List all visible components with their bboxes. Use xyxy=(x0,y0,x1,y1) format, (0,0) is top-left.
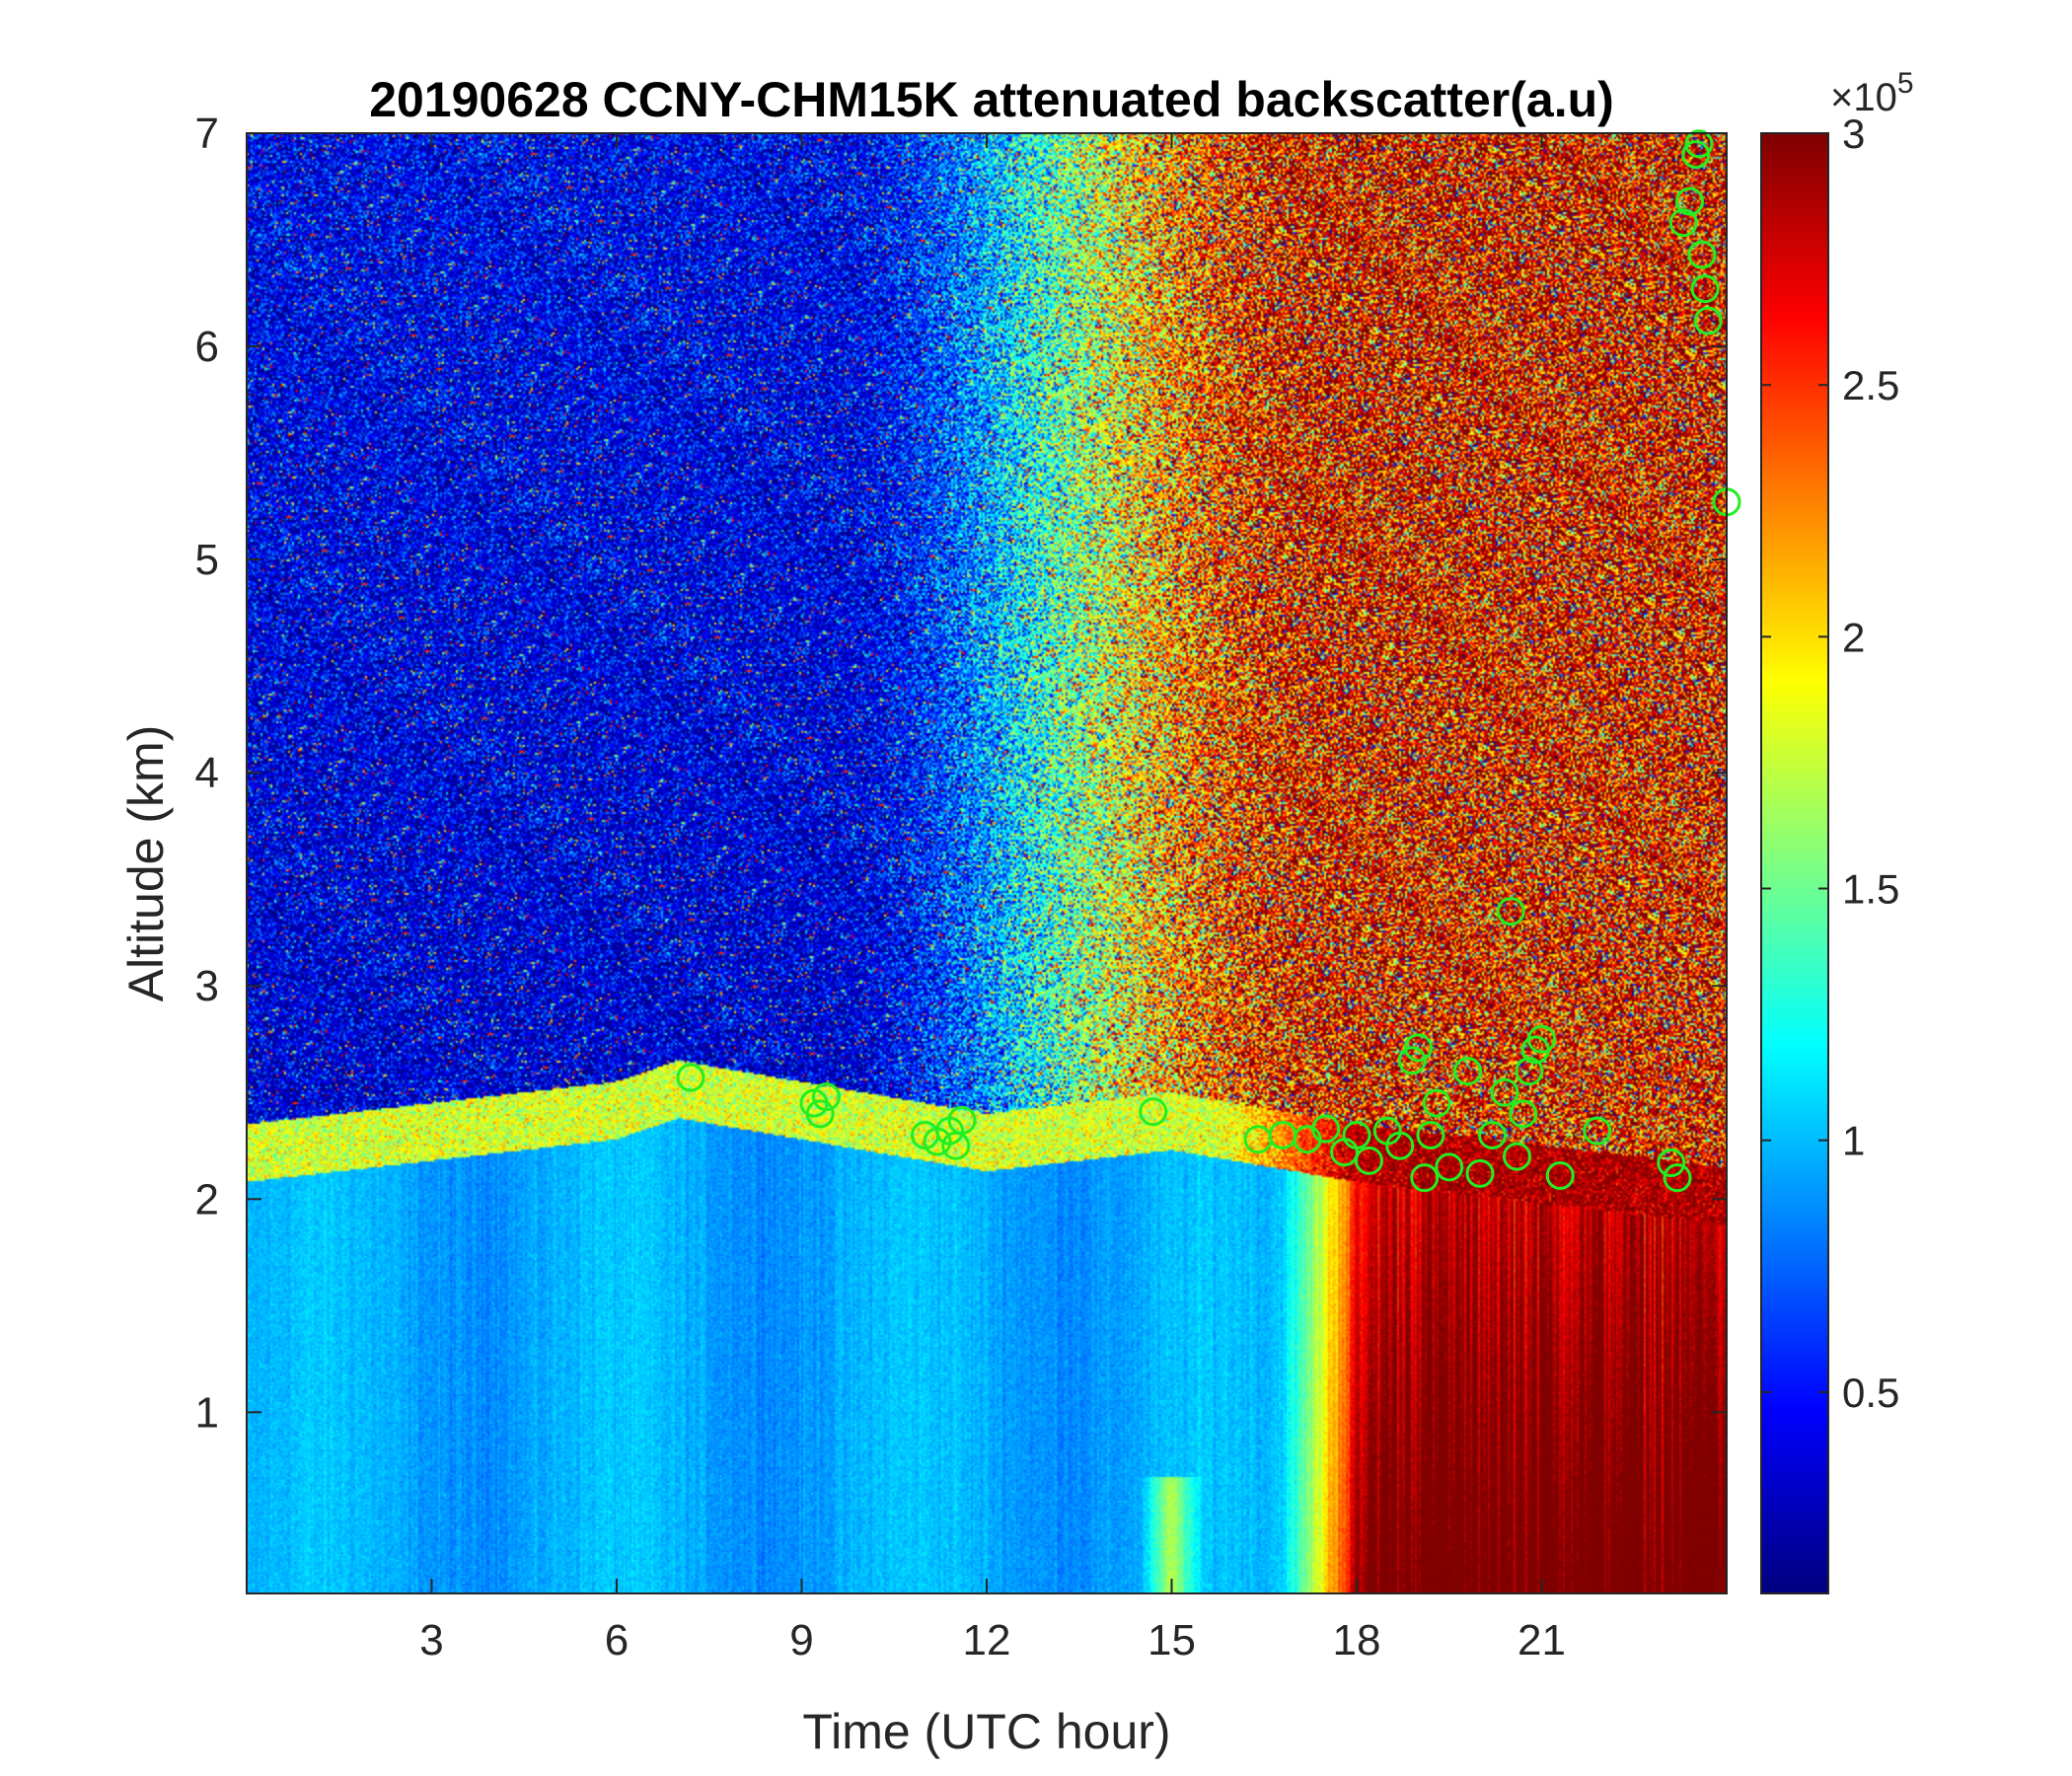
cloud-base-marker xyxy=(1681,140,1711,170)
cloud-base-marker xyxy=(1139,1097,1168,1127)
cloud-base-marker xyxy=(1453,1057,1482,1086)
cloud-base-marker xyxy=(1545,1161,1575,1191)
cloud-base-marker xyxy=(1684,129,1714,159)
x-tick-label: 12 xyxy=(963,1616,1011,1665)
cloud-base-marker xyxy=(1668,208,1698,238)
y-tick-label: 3 xyxy=(195,962,219,1010)
colorbar-tick-label: 1.5 xyxy=(1842,866,1899,913)
y-tick-label: 2 xyxy=(195,1175,219,1223)
cloud-base-marker xyxy=(1515,1057,1544,1086)
cloud-base-marker xyxy=(812,1082,841,1112)
cloud-base-marker xyxy=(1416,1120,1445,1149)
y-tick-label: 7 xyxy=(195,110,219,158)
cloud-base-marker xyxy=(1657,1148,1686,1178)
cloud-base-marker xyxy=(1509,1099,1538,1129)
colorbar-tick-label: 2 xyxy=(1842,614,1865,660)
cloud-base-marker xyxy=(1583,1116,1612,1146)
cloud-base-marker xyxy=(676,1063,705,1092)
colorbar-multiplier: ×105 xyxy=(1830,67,1914,119)
cloud-base-marker xyxy=(1422,1088,1451,1118)
y-axis-label: Altitude (km) xyxy=(118,725,174,1002)
x-tick-label: 15 xyxy=(1147,1616,1196,1665)
colorbar-frame xyxy=(1760,132,1829,1594)
colorbar-multiplier-base: ×10 xyxy=(1830,76,1897,119)
x-axis-ticks: 3 6 9 12 15 18 21 xyxy=(419,133,1566,1665)
cloud-base-marker xyxy=(1663,1163,1692,1193)
cloud-base-marker xyxy=(1503,1142,1531,1171)
cloud-base-marker xyxy=(1690,274,1720,304)
colorbar-ticks: 0.5 1 1.5 2 2.5 3 xyxy=(1761,111,1899,1416)
colorbar-tick-label: 2.5 xyxy=(1842,362,1899,408)
x-tick-label: 9 xyxy=(789,1616,813,1665)
x-tick-label: 21 xyxy=(1517,1616,1566,1665)
x-axis-label: Time (UTC hour) xyxy=(802,1704,1170,1759)
y-axis-ticks: 1 2 3 4 5 6 7 xyxy=(195,110,1727,1437)
colorbar-multiplier-exponent: 5 xyxy=(1897,67,1914,100)
y-tick-label: 1 xyxy=(195,1388,219,1437)
cloud-base-marker xyxy=(1687,240,1717,269)
colorbar-gradient xyxy=(1761,133,1828,1593)
heatmap-image xyxy=(247,133,1727,1593)
cloud-base-marker xyxy=(1527,1024,1556,1054)
cloud-base-marker xyxy=(1478,1120,1507,1149)
cloud-base-marker xyxy=(1311,1114,1341,1144)
x-tick-label: 3 xyxy=(419,1616,443,1665)
colorbar-tick-label: 0.5 xyxy=(1842,1369,1899,1416)
x-tick-label: 6 xyxy=(605,1616,629,1665)
cloud-base-marker xyxy=(1342,1120,1371,1149)
cloud-base-marker xyxy=(1435,1152,1464,1182)
cloud-base-marker xyxy=(1465,1158,1495,1188)
backscatter-heatmap xyxy=(247,133,1727,1593)
colorbar: 0.5 1 1.5 2 2.5 3 ×105 xyxy=(1760,67,1914,1594)
y-tick-label: 5 xyxy=(195,536,219,584)
cloud-base-marker xyxy=(1397,1046,1427,1075)
cloud-base-marker xyxy=(1355,1146,1383,1175)
y-tick-label: 6 xyxy=(195,323,219,371)
colorbar-tick-label: 3 xyxy=(1842,111,1865,157)
cloud-base-marker xyxy=(1496,897,1525,926)
cloud-base-marker xyxy=(1410,1163,1440,1193)
x-tick-label: 18 xyxy=(1333,1616,1381,1665)
cloud-base-marker xyxy=(1693,306,1723,335)
cloud-base-marker xyxy=(1404,1033,1433,1063)
cloud-base-marker xyxy=(1385,1131,1415,1160)
cloud-base-marker xyxy=(805,1099,835,1129)
colorbar-image xyxy=(1761,133,1828,1593)
cloud-base-markers xyxy=(676,129,1741,1193)
chart-title: 20190628 CCNY-CHM15K attenuated backscat… xyxy=(369,72,1614,127)
cloud-base-marker xyxy=(1675,186,1704,216)
cloud-base-marker xyxy=(1490,1077,1519,1107)
cloud-base-marker xyxy=(947,1105,977,1135)
colorbar-tick-label: 1 xyxy=(1842,1118,1865,1164)
y-tick-label: 4 xyxy=(195,749,219,797)
